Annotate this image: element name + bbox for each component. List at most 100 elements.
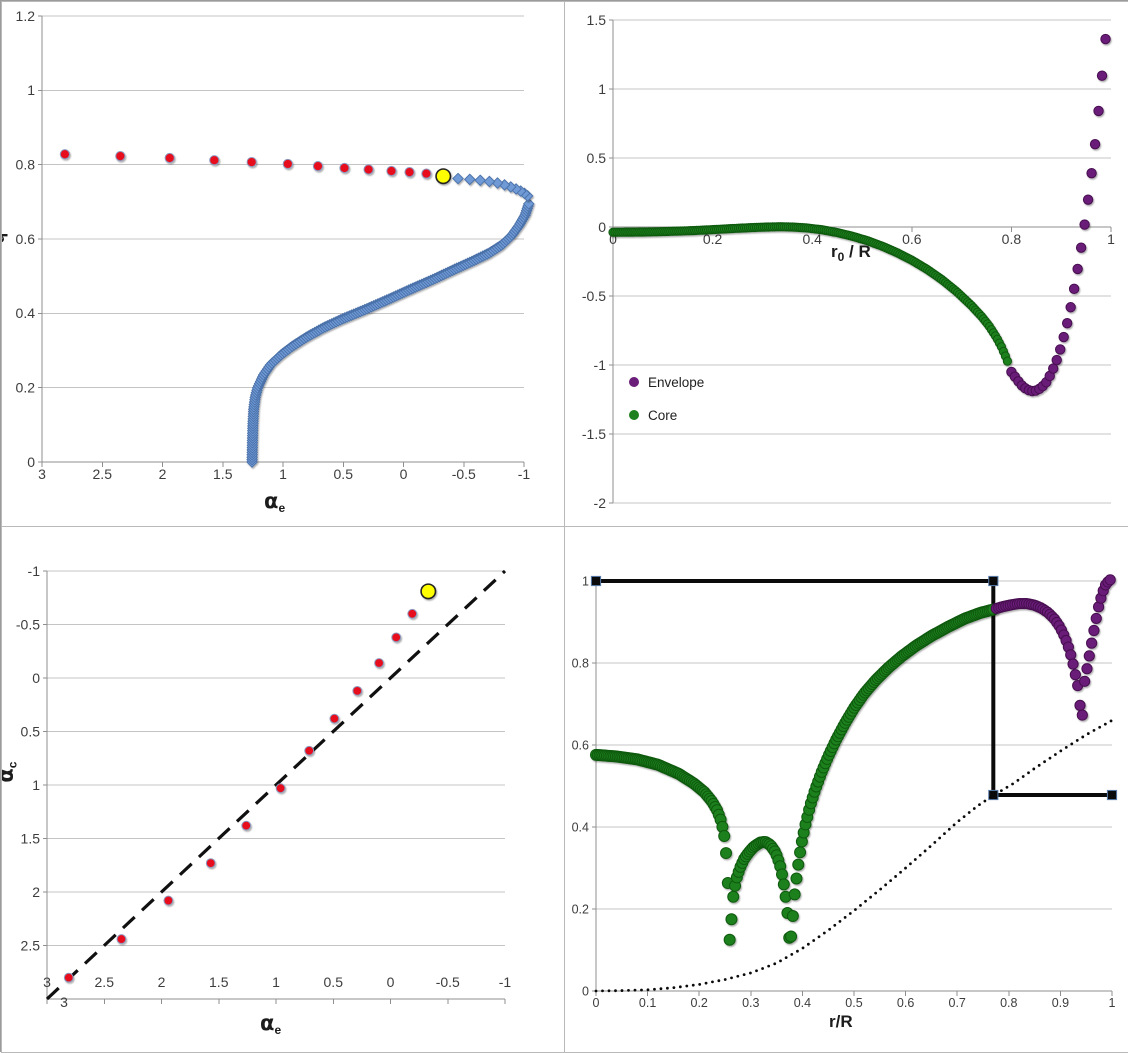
data-point-marker [1083,650,1095,662]
y-tick-label: -1 [28,563,41,579]
x-tick-label: 0 [593,996,600,1010]
y-tick-label: 1 [598,81,606,97]
data-point-marker [730,976,733,980]
data-point-marker [777,878,790,891]
x-tick-label: 0.5 [324,974,344,990]
data-point-marker [1086,167,1097,179]
y-tick-label: 0.4 [572,820,589,834]
data-point-marker [848,912,852,915]
data-point-marker [685,984,689,988]
dashed-identity-line [45,569,507,1001]
data-point-marker [421,168,432,179]
plot-area: -1 -0.5 0 0.5 1 1.5 2 2.5 3 2.5 2 1.5 1 0.5 0 -0.5 -1 3 [16,563,512,1010]
data-point-marker [894,875,897,878]
data-point-marker [678,985,682,989]
x-tick-label: -0.5 [436,974,460,990]
data-point-marker [1051,354,1062,366]
data-point-marker [672,986,676,990]
data-point-marker [59,149,70,160]
data-point-marker [1081,663,1093,675]
chart-q-vs-alpha-e[interactable]: 00.20.40.60.811.232.521.510.50-0.5-1αeq [1,1,565,527]
gridlines [47,570,505,946]
data-point-marker [1075,739,1079,742]
data-point-marker [978,803,981,806]
data-point-marker [463,173,476,186]
data-point-marker [874,891,878,895]
chart-x-vs-r0-over-R[interactable]: 1.5 1 0.5 0 -0.5 -1 -1.5 -2 0 0.2 0.4 0.6 0.8 1 r0 / R… [564,1,1128,527]
data-point-marker [275,783,286,794]
data-point-marker [790,872,803,885]
data-point-marker [594,989,598,993]
data-point-marker [633,988,637,992]
data-point-marker [590,575,602,587]
data-point-marker [1090,612,1102,625]
series-mass-dotted [594,719,1113,993]
data-point-marker [999,789,1003,793]
data-point-marker [761,967,764,970]
data-point-marker [1065,302,1076,313]
data-point-marker [727,890,740,903]
series-models-red [59,149,432,179]
y-tick-label: 0.4 [16,305,36,321]
data-point-marker [1104,574,1116,586]
axes: 0 0.2 0.4 0.6 0.8 1 0 0.1 0.2 0.3 0.4 0.5 0.6 0.7 0.8 0… [572,574,1116,1010]
data-point-marker [1064,746,1068,749]
data-point-marker [806,942,810,946]
y-tick-label: 0 [32,670,40,686]
data-point-marker [833,923,837,927]
data-point-marker [474,174,487,187]
data-point-marker [1072,263,1083,275]
data-point-marker [1067,658,1079,670]
data-point-marker [952,823,956,827]
y-tick-label: 1 [27,82,35,98]
data-point-marker [1079,219,1090,230]
gridlines [596,580,1112,910]
y-tick-label: 0 [598,219,606,235]
data-point-marker [794,846,807,859]
plot-area: 0 0.2 0.4 0.6 0.8 1 0 0.1 0.2 0.3 0.4 0.5 0.6 0.7 0.8 0… [572,574,1118,1010]
y-tick-label: 0.8 [572,656,589,670]
data-point-marker [792,858,805,871]
data-point-marker [889,879,893,883]
series-models-red [63,608,418,983]
x-tick-label: -0.5 [452,466,476,482]
data-point-marker [869,895,872,899]
data-point-marker [1089,139,1101,150]
data-point-marker [1053,753,1057,756]
data-point-marker [246,156,257,168]
data-point-marker [1061,317,1073,329]
chart-profiles-vs-r-over-R[interactable]: 0 0.2 0.4 0.6 0.8 1 0 0.1 0.2 0.3 0.4 0.5 0.6 0.7 0.8 0… [564,526,1128,1053]
axes: 0 0.2 0.4 0.6 0.8 1 1.2 3 2.5 2 1.5 1 0.5 0 -0.5 -1 [16,8,531,482]
data-point-marker [391,632,402,643]
series-track-lower [246,197,535,468]
data-point-marker [404,167,415,178]
x-tick-label: 0.6 [897,996,914,1010]
y-tick-label: 2.5 [21,937,41,953]
data-point-marker [864,899,867,903]
chart-alpha-c-vs-alpha-e[interactable]: -1 -0.5 0 0.5 1 1.5 2 2.5 3 2.5 2 1.5 1 0.5 0 -0.5 -1 3 αe… [1,526,565,1053]
data-point-marker [933,840,937,844]
x-tick-label: 0.2 [703,231,723,247]
data-point-marker [822,931,826,935]
data-point-marker [1037,763,1041,767]
data-point-marker [653,987,656,991]
data-point-marker [983,799,987,803]
data-point-marker [749,971,752,975]
data-point-marker [938,836,942,840]
data-point-marker [374,658,384,668]
data-point-marker [329,713,340,724]
data-point-marker [1075,242,1087,253]
x-tick-label: 2 [159,466,167,482]
series-highlight-yellow [435,168,452,185]
data-point-marker [1005,785,1009,789]
data-point-marker [1086,732,1090,735]
data-point-marker [1093,105,1104,117]
x-tick-label: -1 [499,974,512,990]
data-point-marker [1096,70,1108,81]
x-tick-label: -1 [518,466,531,482]
data-point-marker [923,849,927,853]
y-tick-label: 0.5 [587,150,607,166]
data-point-marker [704,981,708,985]
data-point-marker [601,989,604,993]
y-tick-label: 0.6 [16,231,36,247]
